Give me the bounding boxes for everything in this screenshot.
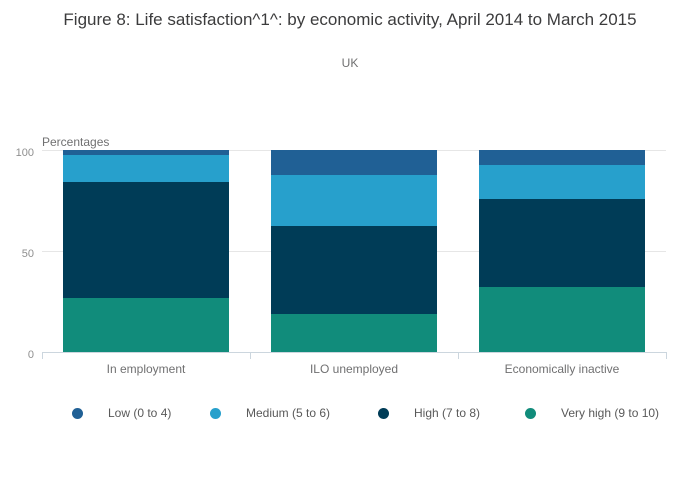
chart-subtitle: UK	[341, 56, 359, 70]
x-axis-tick	[666, 352, 667, 359]
x-axis-line	[42, 352, 667, 353]
bar-economically-inactive	[479, 150, 645, 352]
x-axis-tick	[250, 352, 251, 359]
legend-label: High (7 to 8)	[414, 406, 481, 420]
bar-ilo-unemployed	[271, 150, 437, 352]
bar-segment-high-7-to-8-in-employment[interactable]	[63, 182, 229, 298]
bar-segment-high-7-to-8-ilo-unemployed[interactable]	[271, 225, 437, 315]
legend-label: Very high (9 to 10)	[561, 406, 660, 420]
legend-marker-icon	[378, 407, 389, 419]
y-axis-tick-label-0: 0	[27, 349, 34, 361]
legend-marker-icon	[72, 407, 83, 419]
bar-segment-high-7-to-8-economically-inactive[interactable]	[479, 198, 645, 288]
x-axis-tick	[42, 352, 43, 359]
bar-segment-medium-5-to-6-in-employment[interactable]	[63, 155, 229, 183]
x-axis-label-in-employment: In employment	[106, 362, 186, 376]
bar-segment-low-0-to-4-economically-inactive[interactable]	[479, 150, 645, 165]
y-axis-unit-label: Percentages	[42, 135, 110, 149]
x-axis-label-economically-inactive: Economically inactive	[504, 362, 620, 376]
x-axis-label-ilo-unemployed: ILO unemployed	[309, 362, 399, 376]
chart-title: Figure 8: Life satisfaction^1^: by econo…	[63, 10, 637, 29]
legend-label: Medium (5 to 6)	[246, 406, 331, 420]
bar-segment-very-high-9-to-10-ilo-unemployed[interactable]	[271, 314, 437, 352]
y-axis-tick-label-100: 100	[15, 147, 34, 159]
bar-segment-medium-5-to-6-economically-inactive[interactable]	[479, 164, 645, 199]
legend-marker-icon	[525, 407, 536, 419]
bar-segment-low-0-to-4-in-employment[interactable]	[63, 150, 229, 156]
legend-marker-icon	[210, 407, 221, 419]
chart-legend: Low (0 to 4) Medium (5 to 6) High (7 to 8)…	[0, 406, 700, 424]
bar-segment-medium-5-to-6-ilo-unemployed[interactable]	[271, 175, 437, 226]
bar-in-employment	[63, 150, 229, 352]
x-axis-tick	[458, 352, 459, 359]
legend-label: Low (0 to 4)	[108, 406, 172, 420]
legend-item-medium-5-to-6[interactable]: Medium (5 to 6)	[210, 406, 330, 420]
bar-segment-very-high-9-to-10-economically-inactive[interactable]	[479, 287, 645, 352]
bar-segment-low-0-to-4-ilo-unemployed[interactable]	[271, 150, 437, 176]
y-axis-tick-label-50: 50	[21, 248, 34, 260]
legend-item-low-0-to-4[interactable]: Low (0 to 4)	[72, 406, 171, 420]
bar-segment-very-high-9-to-10-in-employment[interactable]	[63, 297, 229, 352]
legend-item-very-high-9-to-10[interactable]: Very high (9 to 10)	[525, 406, 659, 420]
legend-item-high-7-to-8[interactable]: High (7 to 8)	[378, 406, 480, 420]
plot-area	[42, 150, 666, 352]
